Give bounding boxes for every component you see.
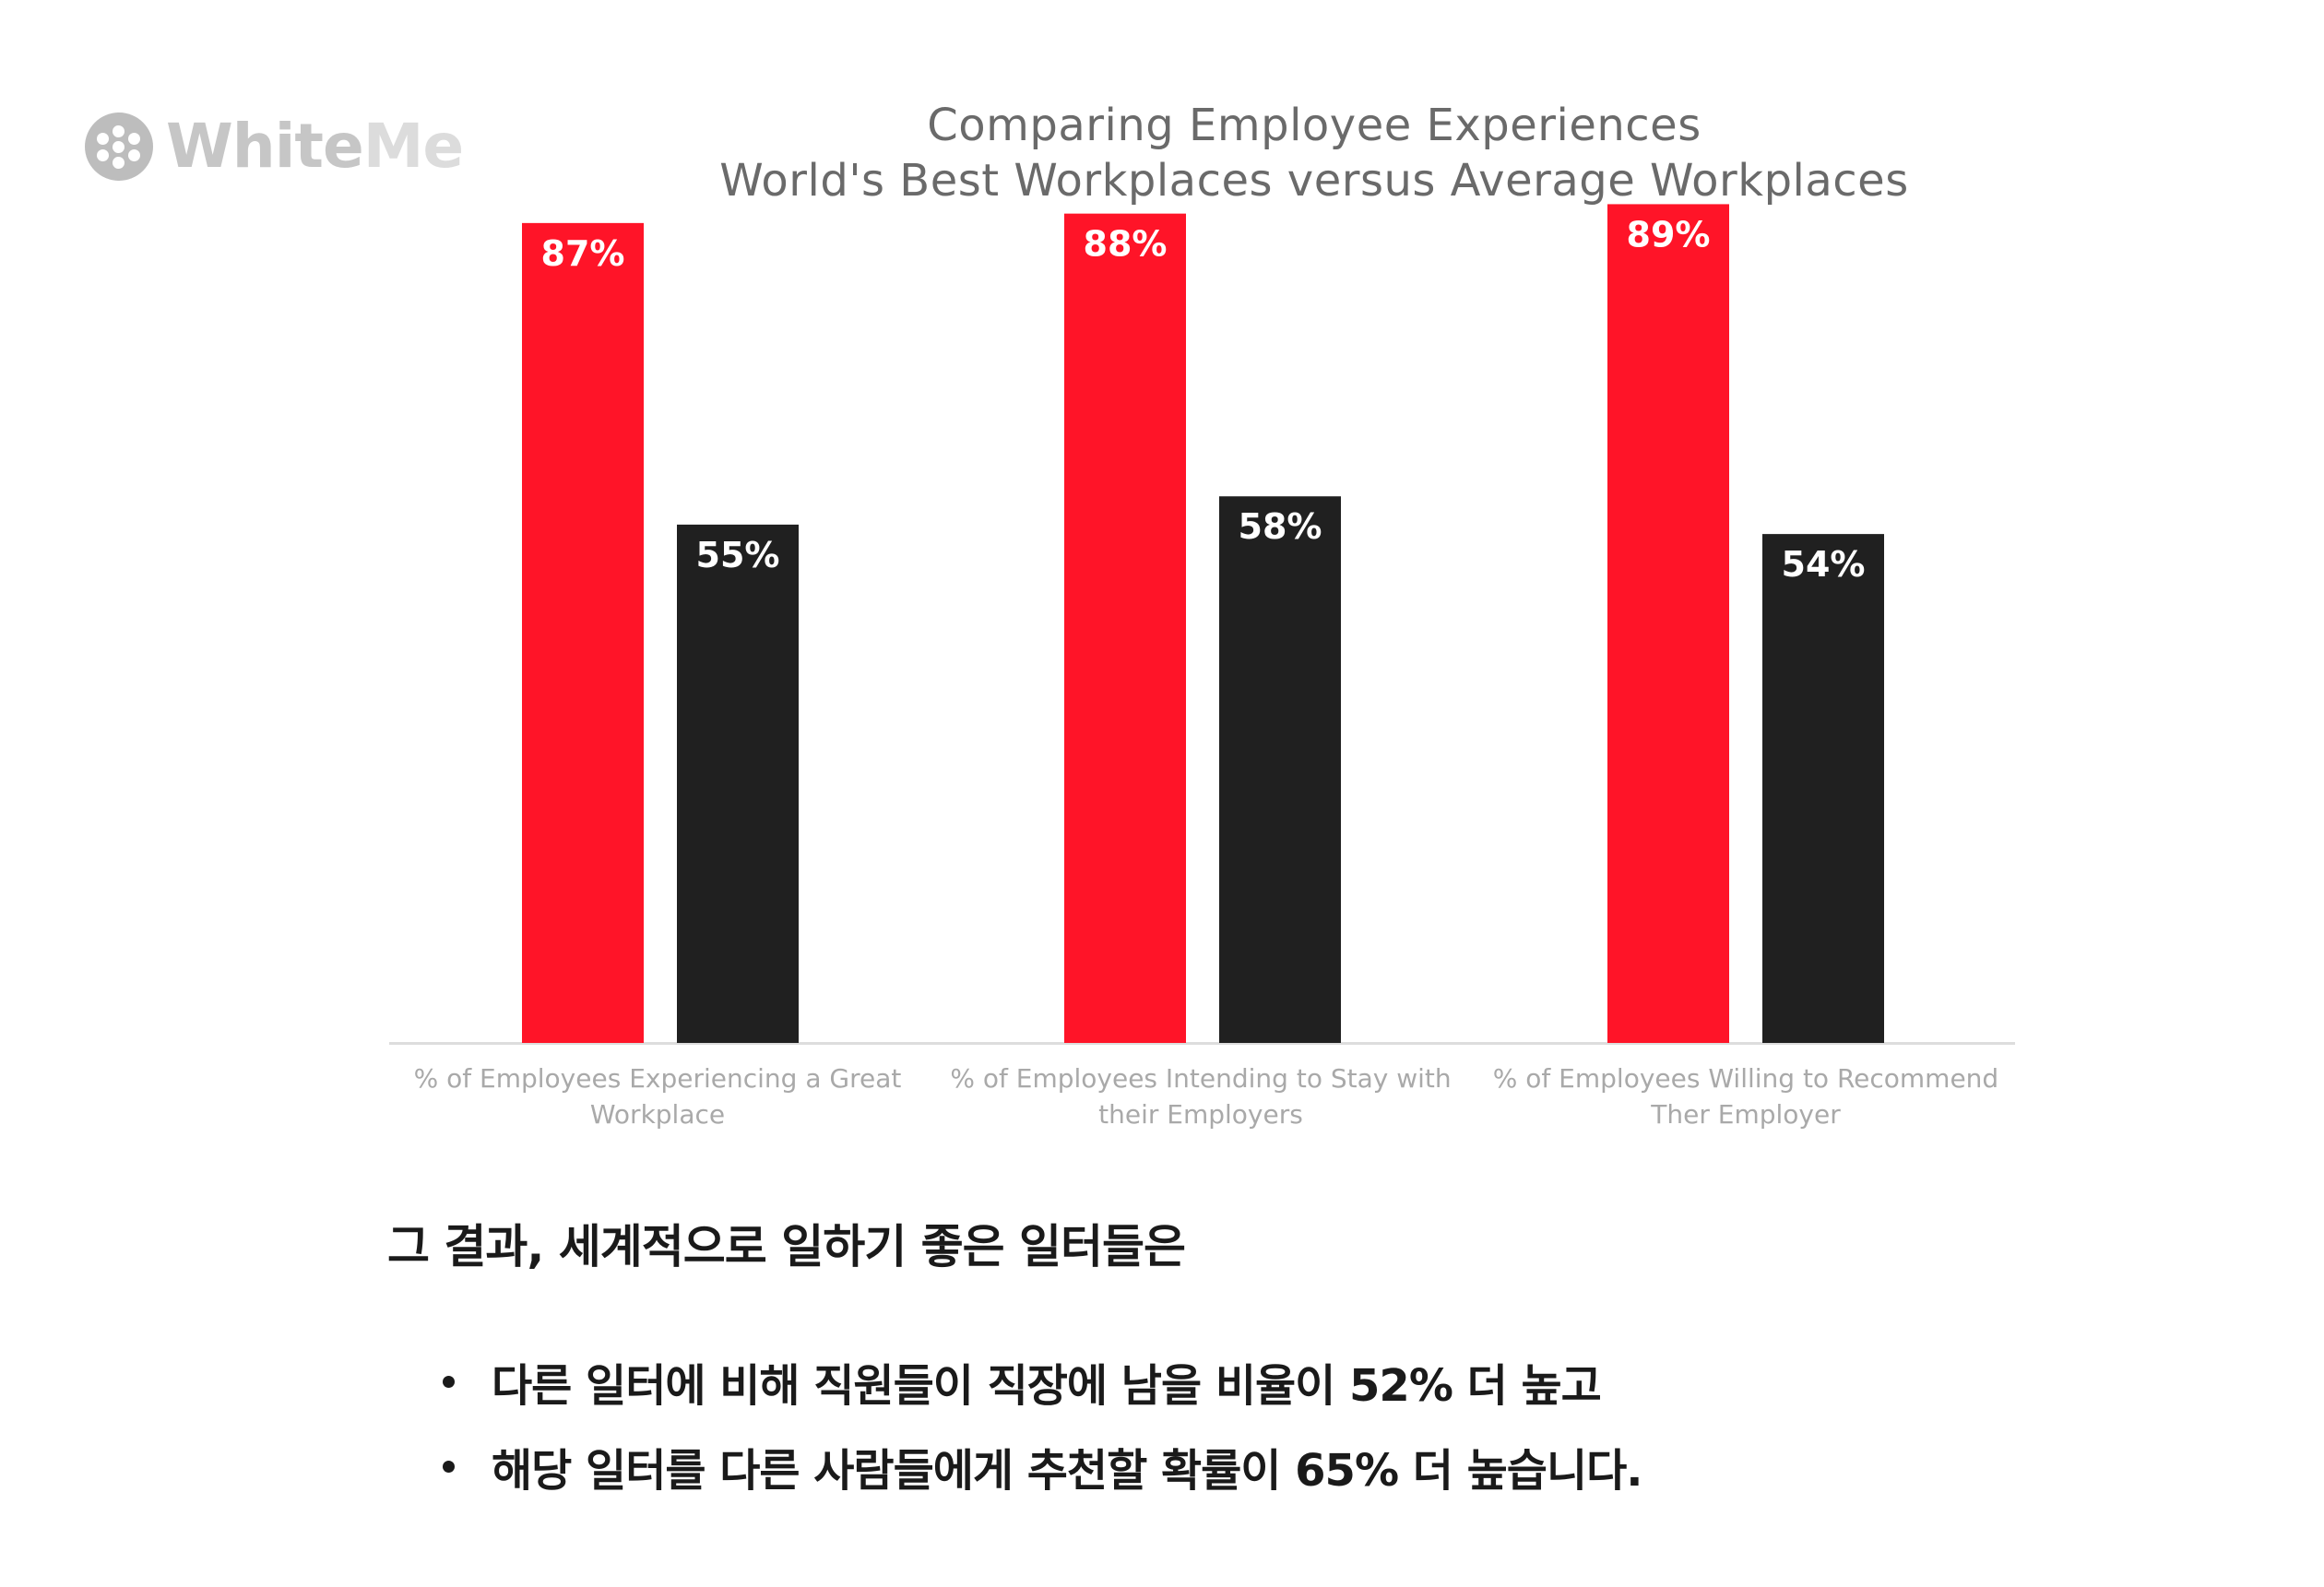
category-label-1-line-1: % of Employees Experiencing a Great xyxy=(414,1063,902,1094)
bar-series-1-2 xyxy=(1064,213,1186,1043)
bullet-dot-icon xyxy=(443,1460,455,1473)
bar-series-2-1 xyxy=(677,524,799,1043)
bar-series-1-1 xyxy=(522,222,644,1044)
bar-series-2-3 xyxy=(1762,534,1884,1043)
data-label-series-2-1: 55% xyxy=(696,535,780,575)
bar-chart: 87% 55% % of Employees Experiencing a Grea… xyxy=(389,204,2015,1130)
category-label-1-line-2: Workplace xyxy=(590,1099,725,1130)
data-label-series-1-3: 89% xyxy=(1627,214,1711,255)
data-label-series-1-2: 88% xyxy=(1084,224,1168,265)
lead-text: 그 결과, 세계적으로 일하기 좋은 일터들은 xyxy=(387,1220,1186,1273)
bullet-list: 다른 일터에 비해 직원들이 직장에 남을 비율이 52% 더 높고 해당 일터… xyxy=(443,1339,1642,1509)
list-item: 다른 일터에 비해 직원들이 직장에 남을 비율이 52% 더 높고 xyxy=(443,1339,1642,1424)
bar-series-2-2 xyxy=(1219,496,1341,1043)
logo-text-bold: White xyxy=(166,111,364,182)
bar-series-1-3 xyxy=(1607,204,1729,1044)
data-label-series-1-1: 87% xyxy=(541,233,625,274)
data-label-series-2-3: 54% xyxy=(1782,544,1866,585)
category-label-2-line-2: their Employers xyxy=(1098,1099,1303,1130)
category-label-3-line-1: % of Employees Willing to Recommend xyxy=(1493,1063,1998,1094)
list-item: 해당 일터를 다른 사람들에게 추천할 확률이 65% 더 높습니다. xyxy=(443,1424,1642,1509)
category-label-2-line-1: % of Employees Intending to Stay with xyxy=(950,1063,1451,1094)
chart-title-line2: World's Best Workplaces versus Average W… xyxy=(719,155,1909,207)
data-label-series-2-2: 58% xyxy=(1239,506,1322,547)
bullet-text: 해당 일터를 다른 사람들에게 추천할 확률이 65% 더 높습니다. xyxy=(492,1445,1642,1497)
whiteme-logo: WhiteMe xyxy=(85,113,464,181)
logo-wordmark: WhiteMe xyxy=(166,116,464,177)
chart-title-line1: Comparing Employee Experiences xyxy=(927,100,1702,151)
category-label-3-line-2: Ther Employer xyxy=(1650,1099,1841,1130)
bullet-dot-icon xyxy=(443,1375,455,1388)
bullet-text: 다른 일터에 비해 직원들이 직장에 남을 비율이 52% 더 높고 xyxy=(492,1360,1602,1412)
logo-text-light: Me xyxy=(362,111,464,182)
logo-dots-icon xyxy=(85,113,153,181)
